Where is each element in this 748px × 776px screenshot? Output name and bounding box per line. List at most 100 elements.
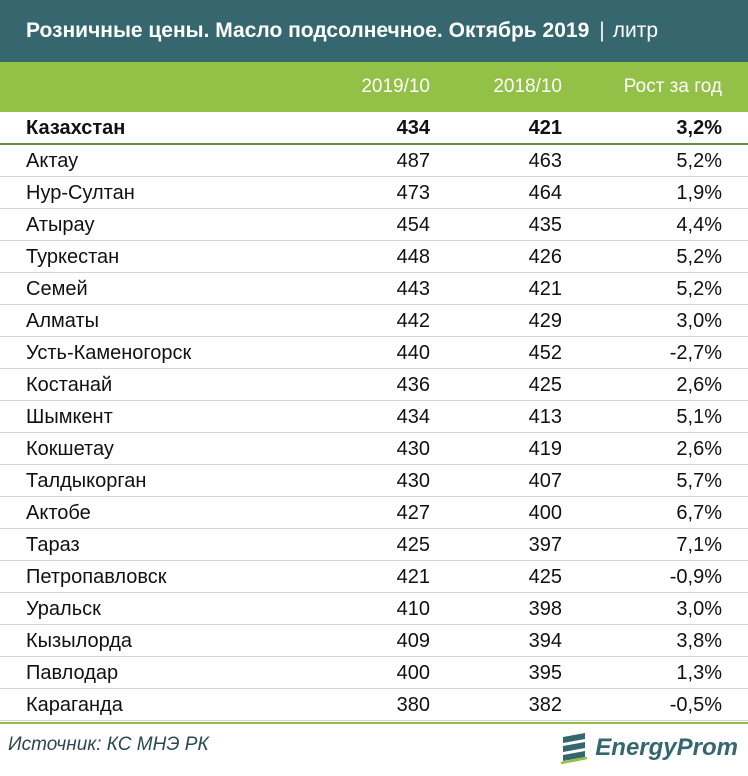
cell-growth: 2,6% (676, 438, 722, 460)
table-row: Кокшетау 430 419 2,6% (0, 433, 748, 465)
cell-growth: -0,9% (669, 566, 722, 588)
cell-price-2019: 434 (396, 406, 430, 428)
cell-region: Шымкент (26, 406, 113, 428)
cell-region: Кызылорда (26, 630, 133, 652)
cell-growth: -0,5% (669, 694, 722, 716)
cell-price-2019: 436 (396, 374, 430, 396)
cell-region: Уральск (26, 598, 101, 620)
cell-region: Караганда (26, 694, 123, 716)
table-row: Костанай 436 425 2,6% (0, 369, 748, 401)
cell-region: Актау (26, 150, 79, 172)
cell-price-2019: 434 (396, 117, 430, 139)
cell-growth: 5,2% (676, 246, 722, 268)
cell-price-2019: 487 (396, 150, 430, 172)
cell-region: Тараз (26, 534, 80, 556)
cell-growth: 3,0% (676, 598, 722, 620)
table-body: Казахстан 434 421 3,2% Актау 487 463 5,2% Нур-Су… (0, 112, 748, 721)
cell-region: Нур-Султан (26, 182, 135, 204)
logo-text: EnergyProm (595, 734, 738, 761)
cell-region: Талдыкорган (26, 470, 147, 492)
cell-region: Атырау (26, 214, 95, 236)
cell-price-2018: 397 (528, 534, 562, 556)
title-separator: | (599, 19, 605, 42)
cell-growth: 5,2% (676, 150, 722, 172)
cell-region: Семей (26, 278, 88, 300)
table-row: Талдыкорган 430 407 5,7% (0, 465, 748, 497)
column-header-growth: Рост за год (623, 76, 722, 97)
table-row: Усть-Каменогорск 440 452 -2,7% (0, 337, 748, 369)
table-row: Актау 487 463 5,2% (0, 145, 748, 177)
cell-price-2019: 440 (396, 342, 430, 364)
cell-price-2019: 427 (396, 502, 430, 524)
energyprom-logo-icon (561, 733, 588, 765)
table-title: Розничные цены. Масло подсолнечное. Октя… (26, 19, 590, 42)
cell-region: Петропавловск (26, 566, 167, 588)
table-row: Шымкент 434 413 5,1% (0, 401, 748, 433)
cell-region: Костанай (26, 374, 113, 396)
table-row: Атырау 454 435 4,4% (0, 209, 748, 241)
cell-price-2019: 380 (396, 694, 430, 716)
cell-price-2019: 421 (396, 566, 430, 588)
cell-price-2019: 443 (396, 278, 430, 300)
cell-price-2018: 419 (528, 438, 562, 460)
cell-price-2019: 442 (396, 310, 430, 332)
cell-growth: 3,2% (676, 117, 722, 139)
cell-region: Павлодар (26, 662, 119, 684)
cell-price-2018: 425 (528, 566, 562, 588)
cell-region: Казахстан (26, 117, 126, 139)
cell-growth: 5,7% (676, 470, 722, 492)
cell-price-2019: 425 (396, 534, 430, 556)
table-row: Кызылорда 409 394 3,8% (0, 625, 748, 657)
brand-logo: EnergyProm (559, 728, 738, 768)
cell-growth: 3,0% (676, 310, 722, 332)
cell-price-2019: 410 (396, 598, 430, 620)
cell-price-2019: 448 (396, 246, 430, 268)
cell-price-2018: 407 (528, 470, 562, 492)
column-header-row: 2019/10 2018/10 Рост за год (0, 62, 748, 112)
cell-price-2018: 394 (528, 630, 562, 652)
table-row: Караганда 380 382 -0,5% (0, 689, 748, 721)
cell-price-2018: 400 (528, 502, 562, 524)
table-row: Уральск 410 398 3,0% (0, 593, 748, 625)
cell-price-2018: 395 (528, 662, 562, 684)
table-row: Актобе 427 400 6,7% (0, 497, 748, 529)
table-row: Алматы 442 429 3,0% (0, 305, 748, 337)
cell-price-2018: 464 (528, 182, 562, 204)
cell-price-2018: 425 (528, 374, 562, 396)
footer-divider (0, 722, 748, 724)
cell-price-2018: 426 (528, 246, 562, 268)
cell-growth: 5,2% (676, 278, 722, 300)
source-note: Источник: КС МНЭ РК (8, 734, 209, 755)
cell-price-2018: 421 (528, 278, 562, 300)
cell-price-2019: 400 (396, 662, 430, 684)
column-header-2019: 2019/10 (361, 76, 430, 97)
cell-region: Актобе (26, 502, 91, 524)
cell-growth: 2,6% (676, 374, 722, 396)
cell-price-2018: 452 (528, 342, 562, 364)
table-row: Нур-Султан 473 464 1,9% (0, 177, 748, 209)
table-row: Павлодар 400 395 1,3% (0, 657, 748, 689)
cell-region: Алматы (26, 310, 99, 332)
cell-growth: 1,3% (676, 662, 722, 684)
column-header-2018: 2018/10 (493, 76, 562, 97)
cell-region: Кокшетау (26, 438, 114, 460)
cell-price-2019: 430 (396, 438, 430, 460)
cell-price-2019: 454 (396, 214, 430, 236)
table-row: Петропавловск 421 425 -0,9% (0, 561, 748, 593)
cell-price-2018: 421 (528, 117, 562, 139)
title-unit: литр (612, 19, 658, 42)
cell-price-2018: 429 (528, 310, 562, 332)
cell-price-2019: 473 (396, 182, 430, 204)
cell-price-2019: 430 (396, 470, 430, 492)
cell-price-2019: 409 (396, 630, 430, 652)
cell-growth: 4,4% (676, 214, 722, 236)
cell-price-2018: 398 (528, 598, 562, 620)
table-row: Туркестан 448 426 5,2% (0, 241, 748, 273)
cell-region: Усть-Каменогорск (26, 342, 192, 364)
cell-growth: -2,7% (669, 342, 722, 364)
cell-growth: 7,1% (676, 534, 722, 556)
table-row: Семей 443 421 5,2% (0, 273, 748, 305)
cell-price-2018: 435 (528, 214, 562, 236)
cell-growth: 3,8% (676, 630, 722, 652)
